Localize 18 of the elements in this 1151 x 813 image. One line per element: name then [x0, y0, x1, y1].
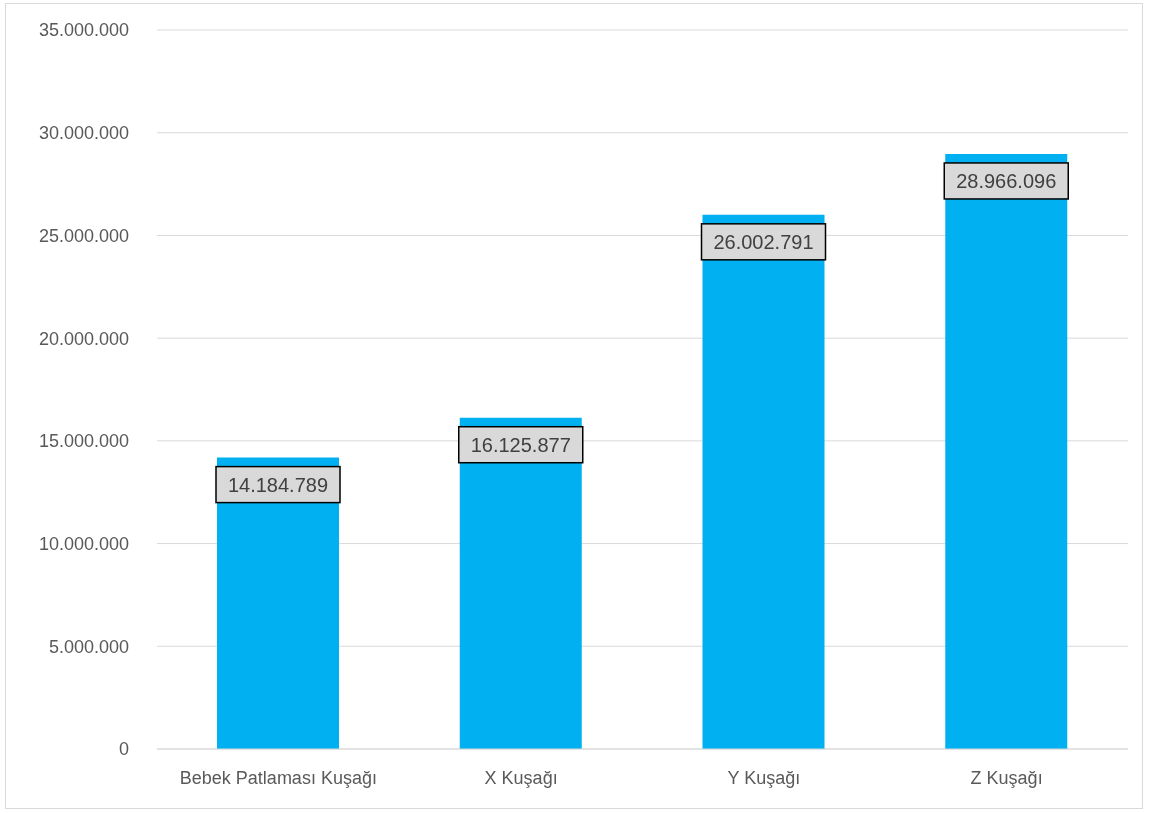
y-tick-label: 30.000.000 — [38, 123, 129, 144]
x-tick-label: X Kuşağı — [484, 767, 558, 788]
bar — [702, 214, 825, 749]
y-tick-label: 0 — [118, 739, 129, 760]
y-tick-label: 35.000.000 — [38, 20, 129, 41]
x-tick-label: Bebek Patlaması Kuşağı — [179, 767, 377, 788]
y-tick-label: 10.000.000 — [38, 533, 129, 554]
x-tick-label: Z Kuşağı — [970, 767, 1043, 788]
y-tick-label: 20.000.000 — [38, 328, 129, 349]
y-tick-label: 5.000.000 — [48, 636, 129, 657]
data-label: 26.002.791 — [713, 230, 814, 253]
bar — [945, 153, 1068, 749]
x-tick-label: Y Kuşağı — [727, 767, 801, 788]
y-tick-label: 25.000.000 — [38, 225, 129, 246]
y-tick-label: 15.000.000 — [38, 431, 129, 452]
data-label: 16.125.877 — [470, 433, 571, 456]
data-label: 28.966.096 — [956, 169, 1057, 192]
data-label: 14.184.789 — [227, 473, 329, 496]
